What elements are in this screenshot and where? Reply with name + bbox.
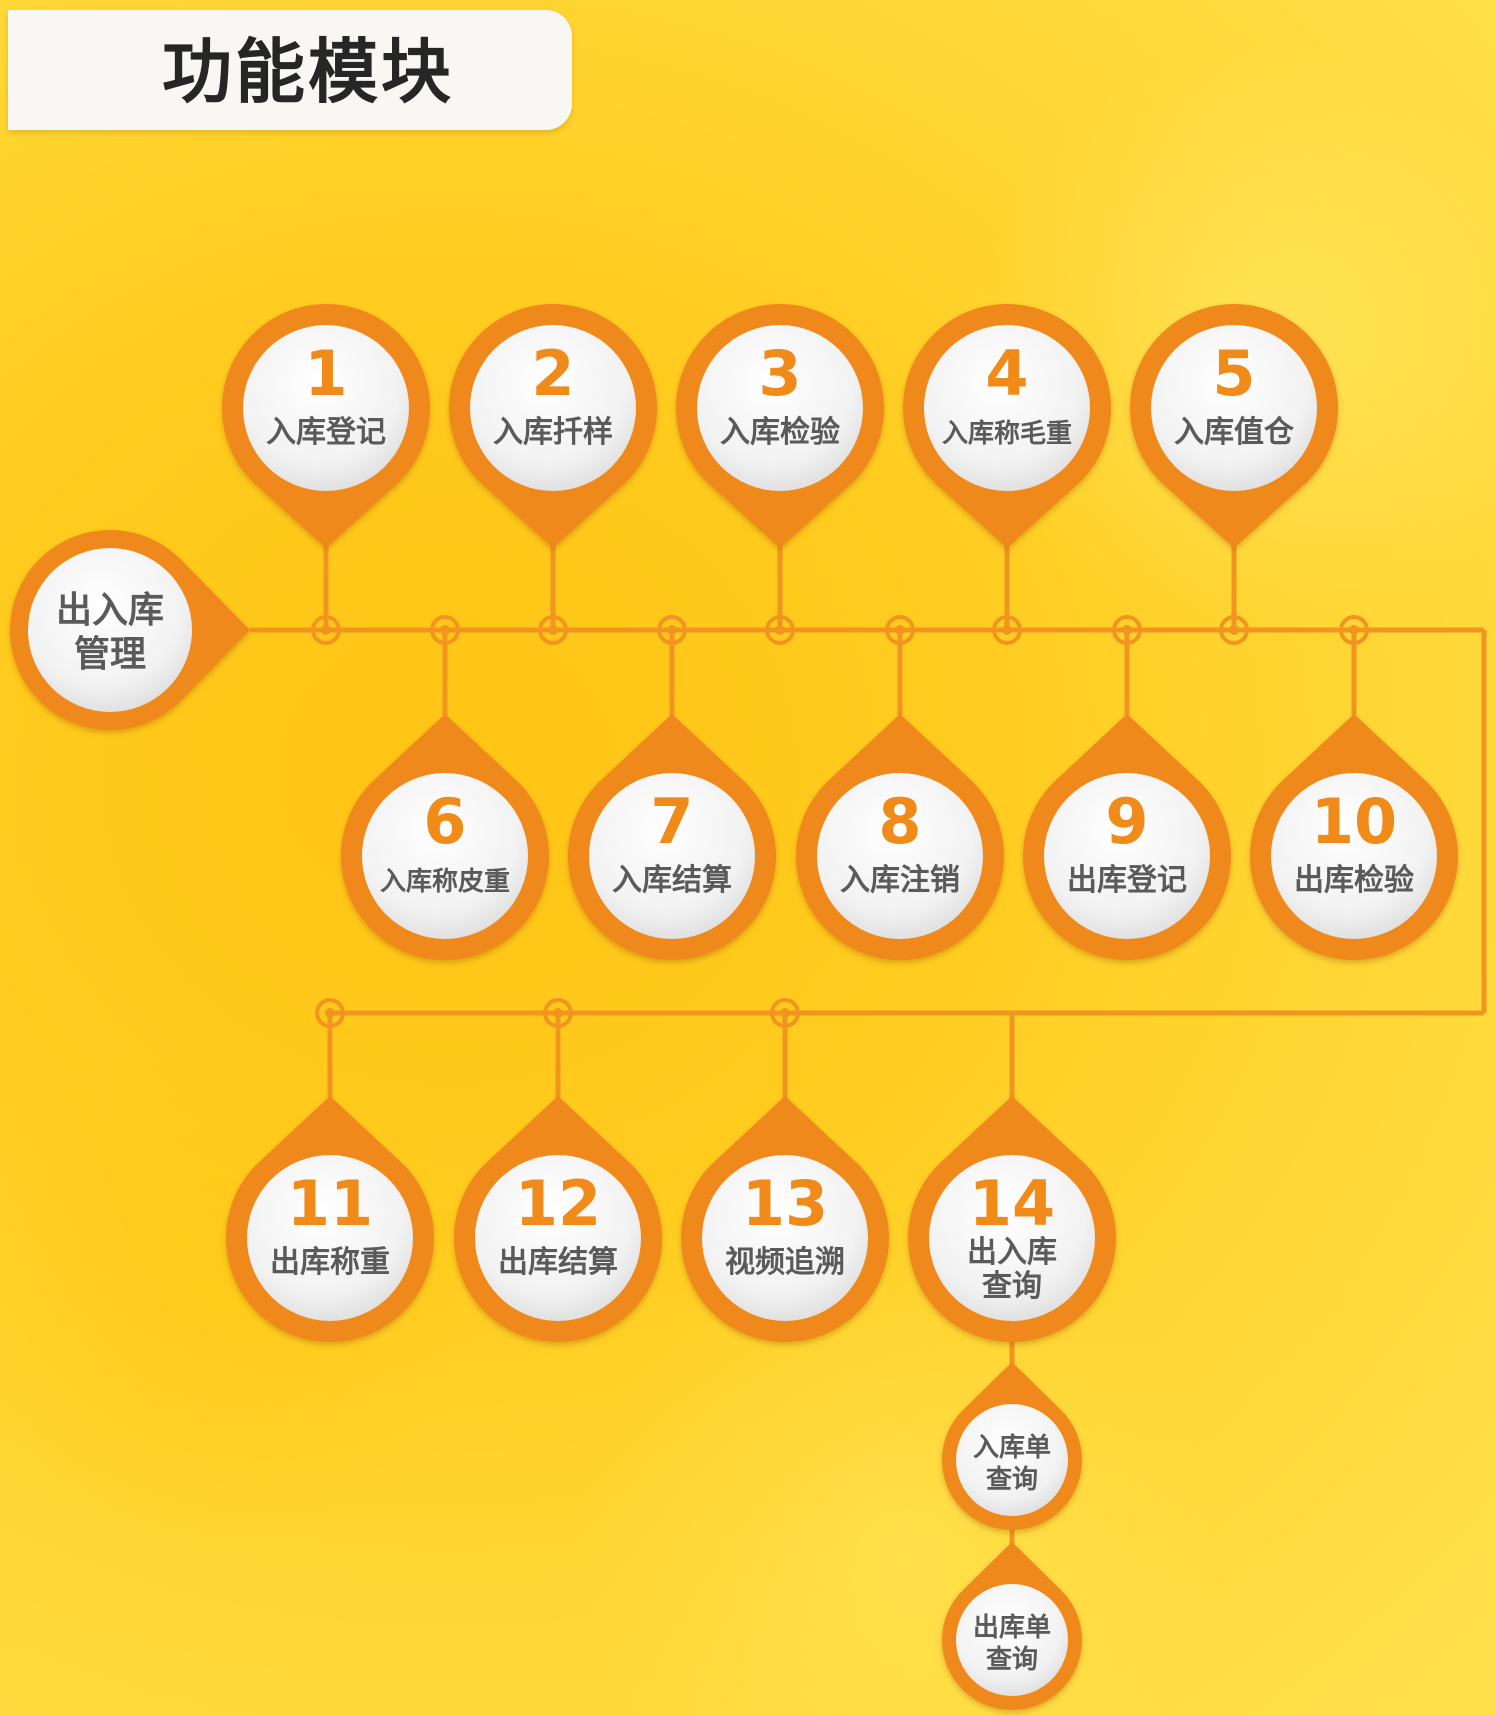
module-node-1: 1 入库登记 <box>222 303 430 548</box>
node-disc <box>1044 773 1210 939</box>
node-disc <box>243 325 409 491</box>
junction-node <box>311 615 341 645</box>
module-label: 查询 <box>986 1645 1038 1675</box>
module-number: 8 <box>878 785 921 858</box>
module-number: 13 <box>742 1167 828 1240</box>
module-label: 入库结算 <box>612 863 732 898</box>
page-title: 功能模块 <box>162 31 454 113</box>
module-node-2: 2 入库扦样 <box>449 303 658 548</box>
module-number: 7 <box>650 785 693 858</box>
module-node-3: 3 入库检验 <box>676 304 885 548</box>
node-disc <box>956 1404 1068 1516</box>
module-number: 1 <box>304 337 347 410</box>
module-label: 查询 <box>982 1269 1042 1304</box>
module-label: 入库称皮重 <box>380 867 510 897</box>
module-label: 出入库 <box>56 590 164 631</box>
module-number: 9 <box>1105 785 1148 858</box>
junction-node <box>992 615 1022 645</box>
module-node-11: 11 出库称重 <box>226 1096 435 1343</box>
module-number: 5 <box>1212 337 1255 410</box>
module-node-4: 4 入库称毛重 <box>903 304 1111 548</box>
junction-node <box>315 998 345 1028</box>
node-disc <box>702 1155 868 1321</box>
junction-node <box>657 615 687 645</box>
connector-lines <box>250 545 1487 1545</box>
junction-node <box>765 615 795 645</box>
module-label: 查询 <box>986 1465 1038 1495</box>
module-label: 出库称重 <box>270 1245 390 1280</box>
junction-node <box>1112 615 1142 645</box>
module-node-12: 12 出库结算 <box>454 1096 662 1343</box>
node-disc <box>28 548 192 712</box>
node-disc <box>362 773 528 939</box>
junction-node <box>1339 615 1369 645</box>
junction-node <box>543 998 573 1028</box>
node-disc <box>929 1155 1095 1321</box>
module-label: 入库称毛重 <box>942 419 1072 449</box>
module-node-5: 5 入库值仓 <box>1130 304 1339 548</box>
junction-node <box>885 615 915 645</box>
module-label: 入库登记 <box>266 415 386 450</box>
module-node-13: 13 视频追溯 <box>681 1096 890 1343</box>
title-banner: 功能模块 <box>8 10 572 130</box>
module-number: 11 <box>287 1167 373 1240</box>
module-label: 出库检验 <box>1294 863 1414 898</box>
module-label: 出库结算 <box>498 1245 618 1280</box>
junction-node <box>770 998 800 1028</box>
module-node-7: 7 入库结算 <box>568 714 777 960</box>
module-label: 视频追溯 <box>725 1245 845 1280</box>
module-number: 6 <box>423 785 466 858</box>
module-number: 10 <box>1311 785 1397 858</box>
module-number: 12 <box>515 1167 601 1240</box>
module-nodes: 出入库管理1入库登记2入库扦样3入库检验4入库称毛重5入库值仓6入库称皮重7入库… <box>9 303 1458 1711</box>
junction-node <box>538 615 568 645</box>
node-disc <box>589 773 755 939</box>
module-number: 4 <box>985 337 1028 410</box>
junction-node <box>1219 615 1249 645</box>
module-number: 14 <box>969 1167 1055 1240</box>
node-disc <box>924 325 1090 491</box>
module-label: 管理 <box>74 634 146 675</box>
node-disc <box>956 1584 1068 1696</box>
node-disc <box>475 1155 641 1321</box>
node-disc <box>1151 325 1317 491</box>
node-disc <box>1271 773 1437 939</box>
module-node-10: 10 出库检验 <box>1250 714 1458 961</box>
module-number: 3 <box>758 337 801 410</box>
node-disc <box>470 325 636 491</box>
module-node-6: 6 入库称皮重 <box>341 714 550 960</box>
module-label: 入库检验 <box>720 415 840 450</box>
node-disc <box>817 773 983 939</box>
module-node-9: 9 出库登记 <box>1022 714 1231 961</box>
module-label: 入库值仓 <box>1174 415 1295 450</box>
module-label: 出库单 <box>973 1613 1051 1643</box>
module-label: 入库单 <box>973 1433 1051 1463</box>
module-label: 入库扦样 <box>493 415 613 450</box>
module-label: 出入库 <box>967 1235 1057 1270</box>
module-label: 入库注销 <box>840 863 960 898</box>
node-disc <box>697 325 863 491</box>
node-disc <box>247 1155 413 1321</box>
module-number: 2 <box>531 337 574 410</box>
junction-node <box>430 615 460 645</box>
module-node-8: 8 入库注销 <box>796 714 1004 960</box>
module-label: 出库登记 <box>1067 863 1187 898</box>
